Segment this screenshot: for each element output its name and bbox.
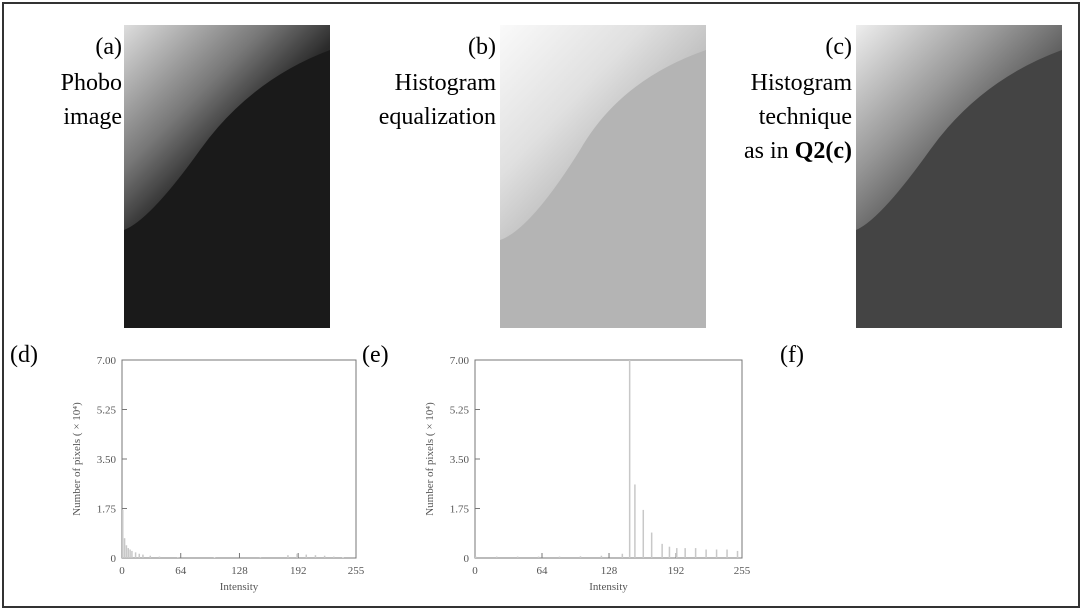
- bar: [260, 557, 262, 558]
- panel-caption: image: [63, 104, 122, 130]
- bar: [737, 551, 739, 558]
- x-tick-label: 128: [231, 565, 248, 577]
- x-tick-label: 0: [119, 565, 125, 577]
- bar: [342, 557, 344, 558]
- panel-caption: technique: [759, 104, 852, 130]
- bar: [139, 554, 141, 558]
- x-tick-label: 192: [668, 565, 685, 577]
- bar: [538, 557, 540, 558]
- panel-caption: Histogram: [395, 70, 497, 96]
- bar: [622, 554, 624, 558]
- bar: [142, 555, 144, 558]
- bar: [475, 557, 477, 558]
- y-tick-label: 1.75: [97, 504, 117, 516]
- bar: [124, 538, 126, 558]
- x-tick-label: 192: [290, 565, 307, 577]
- bar: [669, 547, 671, 558]
- x-tick-label: 64: [537, 565, 549, 577]
- bar: [324, 556, 326, 558]
- bar: [629, 360, 631, 558]
- bar: [126, 545, 128, 558]
- bar: [634, 484, 636, 558]
- bar: [676, 548, 678, 558]
- y-tick-label: 7.00: [97, 355, 117, 367]
- bar: [333, 557, 335, 558]
- bar: [716, 550, 718, 558]
- bar: [643, 510, 645, 558]
- bar: [651, 533, 653, 558]
- y-axis-label: Number of pixels ( × 10⁴): [424, 402, 436, 516]
- bar: [128, 548, 130, 558]
- y-tick-label: 7.00: [450, 355, 470, 367]
- bar: [705, 550, 707, 558]
- caption-prefix: as in: [744, 138, 789, 164]
- panel-tag: (b): [468, 34, 496, 60]
- x-tick-label: 128: [601, 565, 618, 577]
- bar: [122, 510, 124, 558]
- y-tick-label: 5.25: [450, 405, 470, 417]
- panel-tag: (e): [362, 342, 389, 368]
- bar: [601, 556, 603, 558]
- image-b: [500, 25, 706, 328]
- plot-frame: [122, 360, 356, 558]
- bar: [159, 557, 161, 558]
- x-tick-label: 0: [472, 565, 478, 577]
- bar: [559, 557, 561, 558]
- panel-tag: (d): [10, 342, 38, 368]
- bar: [496, 557, 498, 558]
- image-a: [124, 25, 330, 328]
- image-c: [856, 25, 1062, 328]
- bar: [726, 550, 728, 558]
- panel-caption: Histogram: [751, 70, 853, 96]
- y-tick-label: 3.50: [97, 454, 117, 466]
- caption-bold: Q2(c): [795, 138, 852, 164]
- panel-tag: (a): [95, 34, 122, 60]
- plot-frame: [475, 360, 742, 558]
- y-tick-label: 0: [111, 553, 117, 565]
- bar: [287, 555, 289, 558]
- y-tick-label: 1.75: [450, 504, 470, 516]
- bar: [684, 548, 686, 558]
- bar: [177, 557, 179, 558]
- panel-tag: (f): [780, 342, 804, 368]
- x-tick-label: 255: [348, 565, 365, 577]
- y-axis-label: Number of pixels ( × 10⁴): [71, 402, 83, 516]
- x-tick-label: 64: [175, 565, 187, 577]
- bar: [296, 554, 298, 558]
- y-tick-label: 0: [464, 553, 470, 565]
- bar: [695, 548, 697, 558]
- bar: [661, 544, 663, 558]
- bar: [131, 551, 133, 558]
- x-axis-label: Intensity: [220, 581, 259, 593]
- y-tick-label: 3.50: [450, 454, 470, 466]
- figure: (a) Phobo image (b) Histogram equalization (c)…: [0, 0, 1082, 610]
- bar: [150, 556, 152, 558]
- panel-tag: (c): [825, 34, 852, 60]
- panel-caption: as in Q2(c): [744, 138, 852, 164]
- panel-caption: Phobo: [61, 70, 122, 96]
- panel-caption: equalization: [379, 104, 496, 130]
- bar: [580, 556, 582, 558]
- y-tick-label: 5.25: [97, 405, 117, 417]
- bar: [214, 557, 216, 558]
- bar: [315, 555, 317, 558]
- x-tick-label: 255: [734, 565, 751, 577]
- bar: [306, 555, 308, 558]
- bar: [135, 552, 137, 558]
- x-axis-label: Intensity: [589, 581, 628, 593]
- bar: [129, 550, 131, 558]
- bar: [517, 557, 519, 558]
